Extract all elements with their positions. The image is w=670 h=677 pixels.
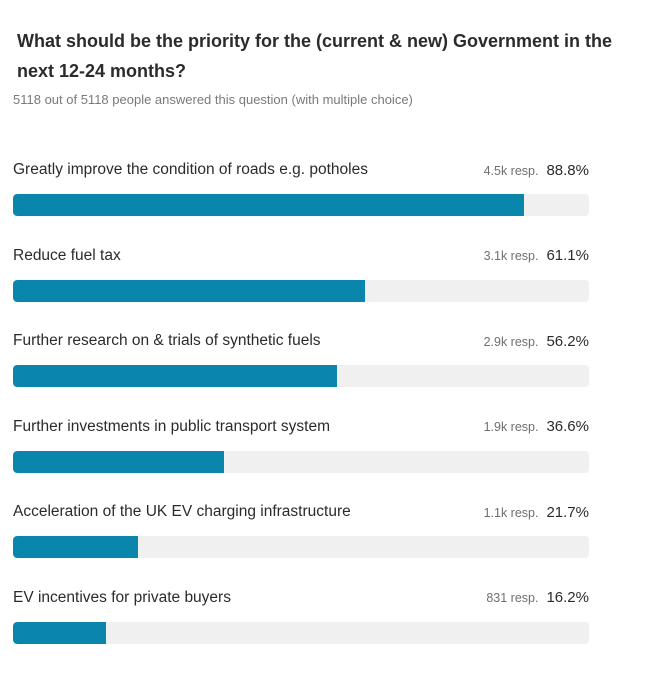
option-header: Greatly improve the condition of roads e… bbox=[13, 158, 589, 182]
question-title: What should be the priority for the (cur… bbox=[17, 31, 613, 81]
bar-track bbox=[13, 621, 589, 644]
bar-fill bbox=[13, 621, 107, 644]
option-stats: 1.1k resp. 21.7% bbox=[484, 504, 589, 521]
percent-label: 56.2% bbox=[546, 332, 589, 350]
response-count: 4.5k resp. bbox=[483, 163, 539, 178]
bar-fill bbox=[13, 194, 525, 216]
percent-label: 61.1% bbox=[546, 247, 589, 265]
percent-label: 88.8% bbox=[546, 161, 589, 179]
option-header: Further research on & trials of syntheti… bbox=[13, 329, 589, 353]
option-header: Further investments in public transport … bbox=[13, 415, 589, 439]
option-label: Greatly improve the condition of roads e… bbox=[13, 161, 368, 178]
bar-track bbox=[13, 365, 589, 388]
option-stats: 3.1k resp. 61.1% bbox=[484, 247, 589, 264]
option-label: Acceleration of the UK EV charging infra… bbox=[13, 503, 351, 521]
response-count: 1.1k resp. bbox=[483, 505, 539, 520]
bar-track bbox=[13, 279, 589, 302]
response-count: 831 resp. bbox=[486, 591, 539, 606]
response-count: 1.9k resp. bbox=[483, 420, 539, 435]
option-stats: 2.9k resp. 56.2% bbox=[484, 333, 589, 350]
bar-fill bbox=[13, 536, 138, 559]
option-label: Further investments in public transport … bbox=[13, 417, 331, 435]
answer-option: Further investments in public transport … bbox=[13, 415, 589, 501]
option-header: Reduce fuel tax 3.1k resp. 61.1% bbox=[13, 244, 589, 268]
answer-option: Greatly improve the condition of roads e… bbox=[13, 158, 589, 244]
answer-option: EV incentives for private buyers 831 resp… bbox=[13, 586, 589, 672]
percent-label: 21.7% bbox=[546, 503, 589, 521]
percent-label: 36.6% bbox=[546, 418, 589, 436]
response-count: 3.1k resp. bbox=[483, 249, 539, 264]
answer-option: Acceleration of the UK EV charging infra… bbox=[13, 500, 589, 586]
option-header: Acceleration of the UK EV charging infra… bbox=[13, 500, 589, 524]
option-label: Further research on & trials of syntheti… bbox=[13, 332, 321, 350]
option-label: EV incentives for private buyers bbox=[13, 588, 231, 606]
option-stats: 4.5k resp. 88.8% bbox=[484, 162, 589, 179]
answer-option: Further research on & trials of syntheti… bbox=[13, 329, 589, 415]
option-header: EV incentives for private buyers 831 resp… bbox=[13, 586, 589, 610]
bar-track bbox=[13, 536, 589, 559]
option-stats: 831 resp. 16.2% bbox=[486, 589, 589, 606]
bar-fill bbox=[13, 365, 337, 388]
answer-option: Reduce fuel tax 3.1k resp. 61.1% bbox=[13, 244, 589, 330]
response-summary: 5118 out of 5118 people answered this qu… bbox=[13, 92, 413, 107]
option-label: Reduce fuel tax bbox=[13, 246, 121, 264]
response-count: 2.9k resp. bbox=[483, 334, 539, 349]
bar-track bbox=[13, 450, 589, 473]
bar-track bbox=[13, 194, 589, 216]
option-stats: 1.9k resp. 36.6% bbox=[484, 418, 589, 435]
bar-fill bbox=[13, 279, 365, 302]
percent-label: 16.2% bbox=[546, 589, 589, 607]
bar-fill bbox=[13, 450, 224, 473]
answer-options: Greatly improve the condition of roads e… bbox=[13, 158, 589, 672]
